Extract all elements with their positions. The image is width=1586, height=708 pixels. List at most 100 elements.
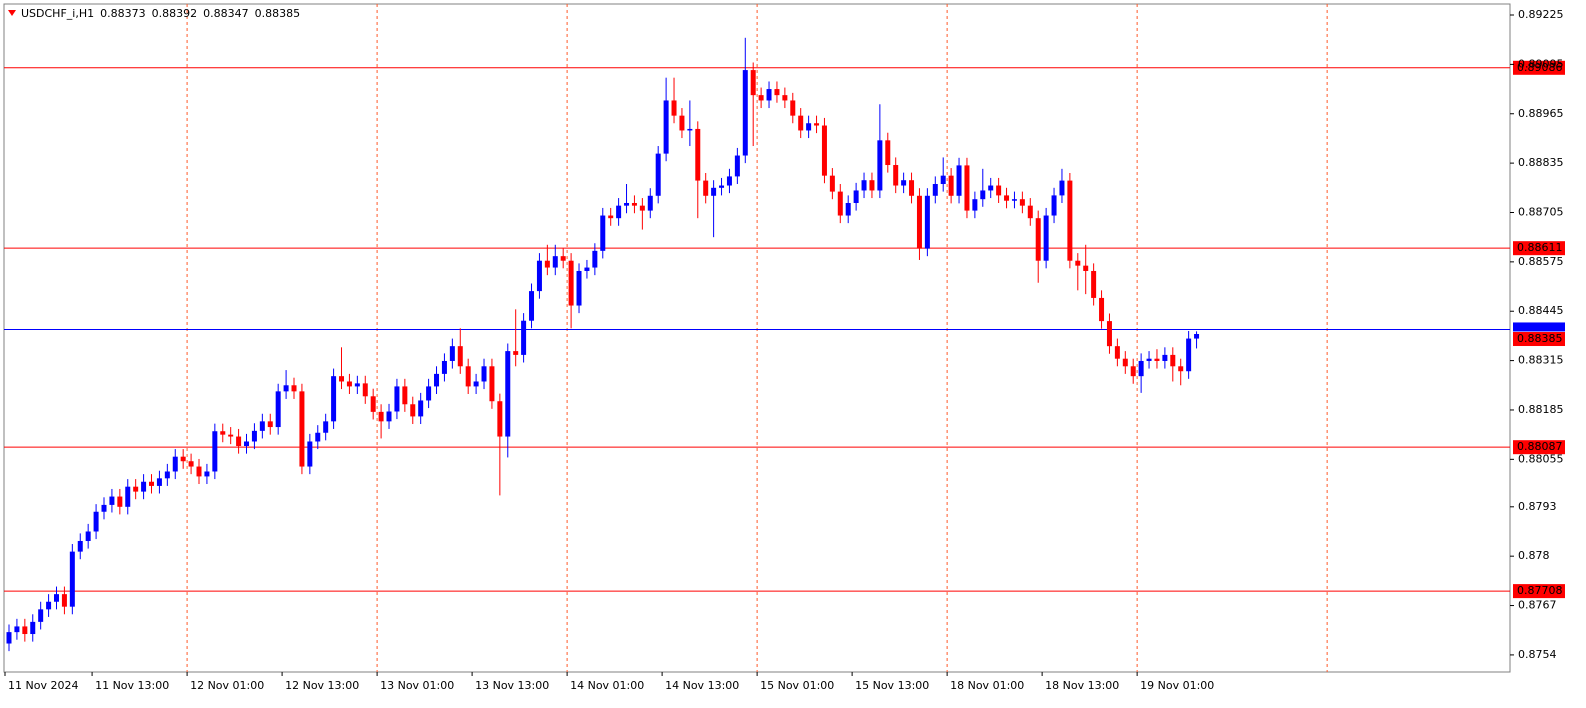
y-tick-label: 0.88445	[1518, 304, 1564, 317]
y-tick-label: 0.88315	[1518, 354, 1564, 367]
y-tick-label: 0.89225	[1518, 8, 1564, 21]
candle-body	[156, 478, 162, 486]
candle-body	[719, 185, 725, 188]
candle-body	[125, 486, 131, 507]
candle-body	[568, 260, 574, 306]
candle-body	[932, 184, 938, 196]
symbol-info: USDCHF_i,H1 0.88373 0.88392 0.88347 0.88385	[21, 7, 300, 20]
candle-body	[299, 391, 305, 467]
candle-body	[164, 471, 170, 479]
candle-body	[631, 202, 637, 206]
candle-body	[172, 456, 178, 472]
candle-body	[1027, 205, 1033, 219]
price-tag-label: 0.88087	[1517, 440, 1563, 453]
candle-body	[1122, 358, 1128, 367]
candle-body	[750, 70, 756, 96]
candle-body	[457, 346, 463, 367]
y-tick-label: 0.88705	[1518, 205, 1564, 218]
last-high: 0.88392	[152, 7, 198, 20]
candle-body	[267, 421, 273, 428]
candle-body	[916, 195, 922, 249]
candle-body	[22, 626, 28, 635]
candle-body	[69, 551, 75, 607]
y-tick-label: 0.89095	[1518, 57, 1564, 70]
collapse-arrow[interactable]	[8, 10, 16, 16]
candle-body	[465, 366, 471, 387]
candle-body	[814, 123, 820, 126]
candle-body	[600, 215, 606, 251]
candle-body	[109, 496, 115, 505]
x-tick-label: 18 Nov 13:00	[1045, 679, 1119, 692]
candle-body	[434, 373, 440, 387]
candle-body	[1114, 346, 1120, 359]
x-tick-label: 18 Nov 01:00	[950, 679, 1024, 692]
candle-body	[821, 125, 827, 176]
symbol: USDCHF_i,H1	[21, 7, 94, 20]
candle-body	[1019, 199, 1025, 206]
candle-body	[703, 180, 709, 196]
candle-body	[988, 185, 994, 191]
candle-body	[774, 89, 780, 96]
candle-body	[394, 386, 400, 412]
candle-body	[671, 100, 677, 116]
candle-body	[972, 199, 978, 211]
candle-body	[798, 115, 804, 131]
candle-body	[837, 191, 843, 216]
last-close: 0.88385	[255, 7, 301, 20]
candle-body	[592, 250, 598, 268]
y-tick-label: 0.88835	[1518, 156, 1564, 169]
candle-body	[734, 155, 740, 177]
candle-body	[481, 366, 487, 382]
candle-body	[6, 632, 12, 644]
candle-body	[869, 180, 875, 191]
candle-body	[1043, 215, 1049, 261]
candle-body	[1186, 338, 1192, 372]
candle-body	[1091, 270, 1097, 298]
y-tick-label: 0.8793	[1518, 500, 1557, 513]
candle-body	[378, 411, 384, 422]
candle-body	[584, 267, 590, 271]
candle-body	[782, 95, 788, 101]
candle-body	[1067, 180, 1073, 261]
candle-body	[663, 100, 669, 154]
candle-body	[1099, 297, 1105, 322]
candle-body	[212, 431, 218, 472]
last-open: 0.88373	[100, 7, 146, 20]
candle-body	[711, 187, 717, 196]
candle-body	[1138, 360, 1144, 377]
candle-body	[1146, 358, 1152, 361]
candle-body	[426, 386, 432, 401]
candle-body	[46, 601, 52, 610]
candle-body	[38, 609, 44, 622]
x-tick-label: 15 Nov 01:00	[760, 679, 834, 692]
candle-body	[1051, 195, 1057, 216]
candle-body	[441, 360, 447, 374]
candle-body	[806, 123, 812, 131]
candle-body	[1083, 265, 1089, 271]
candle-body	[552, 256, 558, 268]
x-tick-label: 12 Nov 13:00	[285, 679, 359, 692]
candle-body	[418, 400, 424, 417]
x-tick-label: 14 Nov 01:00	[570, 679, 644, 692]
candle-body	[845, 202, 851, 216]
candle-body	[14, 626, 20, 633]
candle-body	[1004, 195, 1010, 201]
x-tick-label: 19 Nov 01:00	[1140, 679, 1214, 692]
candle-body	[85, 531, 91, 541]
candle-body	[228, 434, 234, 437]
candle-body	[149, 481, 155, 486]
price-tag	[1513, 60, 1565, 75]
candle-body	[909, 180, 915, 196]
candle-body	[695, 128, 701, 181]
candle-body	[829, 175, 835, 192]
candle-body	[386, 411, 392, 422]
x-tick-label: 13 Nov 01:00	[380, 679, 454, 692]
candle-body	[964, 165, 970, 211]
candle-body	[679, 115, 685, 131]
candle-body	[93, 511, 99, 532]
candle-body	[544, 260, 550, 268]
candle-body	[742, 70, 748, 156]
candle-body	[283, 385, 289, 392]
candle-body	[291, 385, 297, 392]
price-tag-label: 0.88611	[1517, 241, 1563, 254]
